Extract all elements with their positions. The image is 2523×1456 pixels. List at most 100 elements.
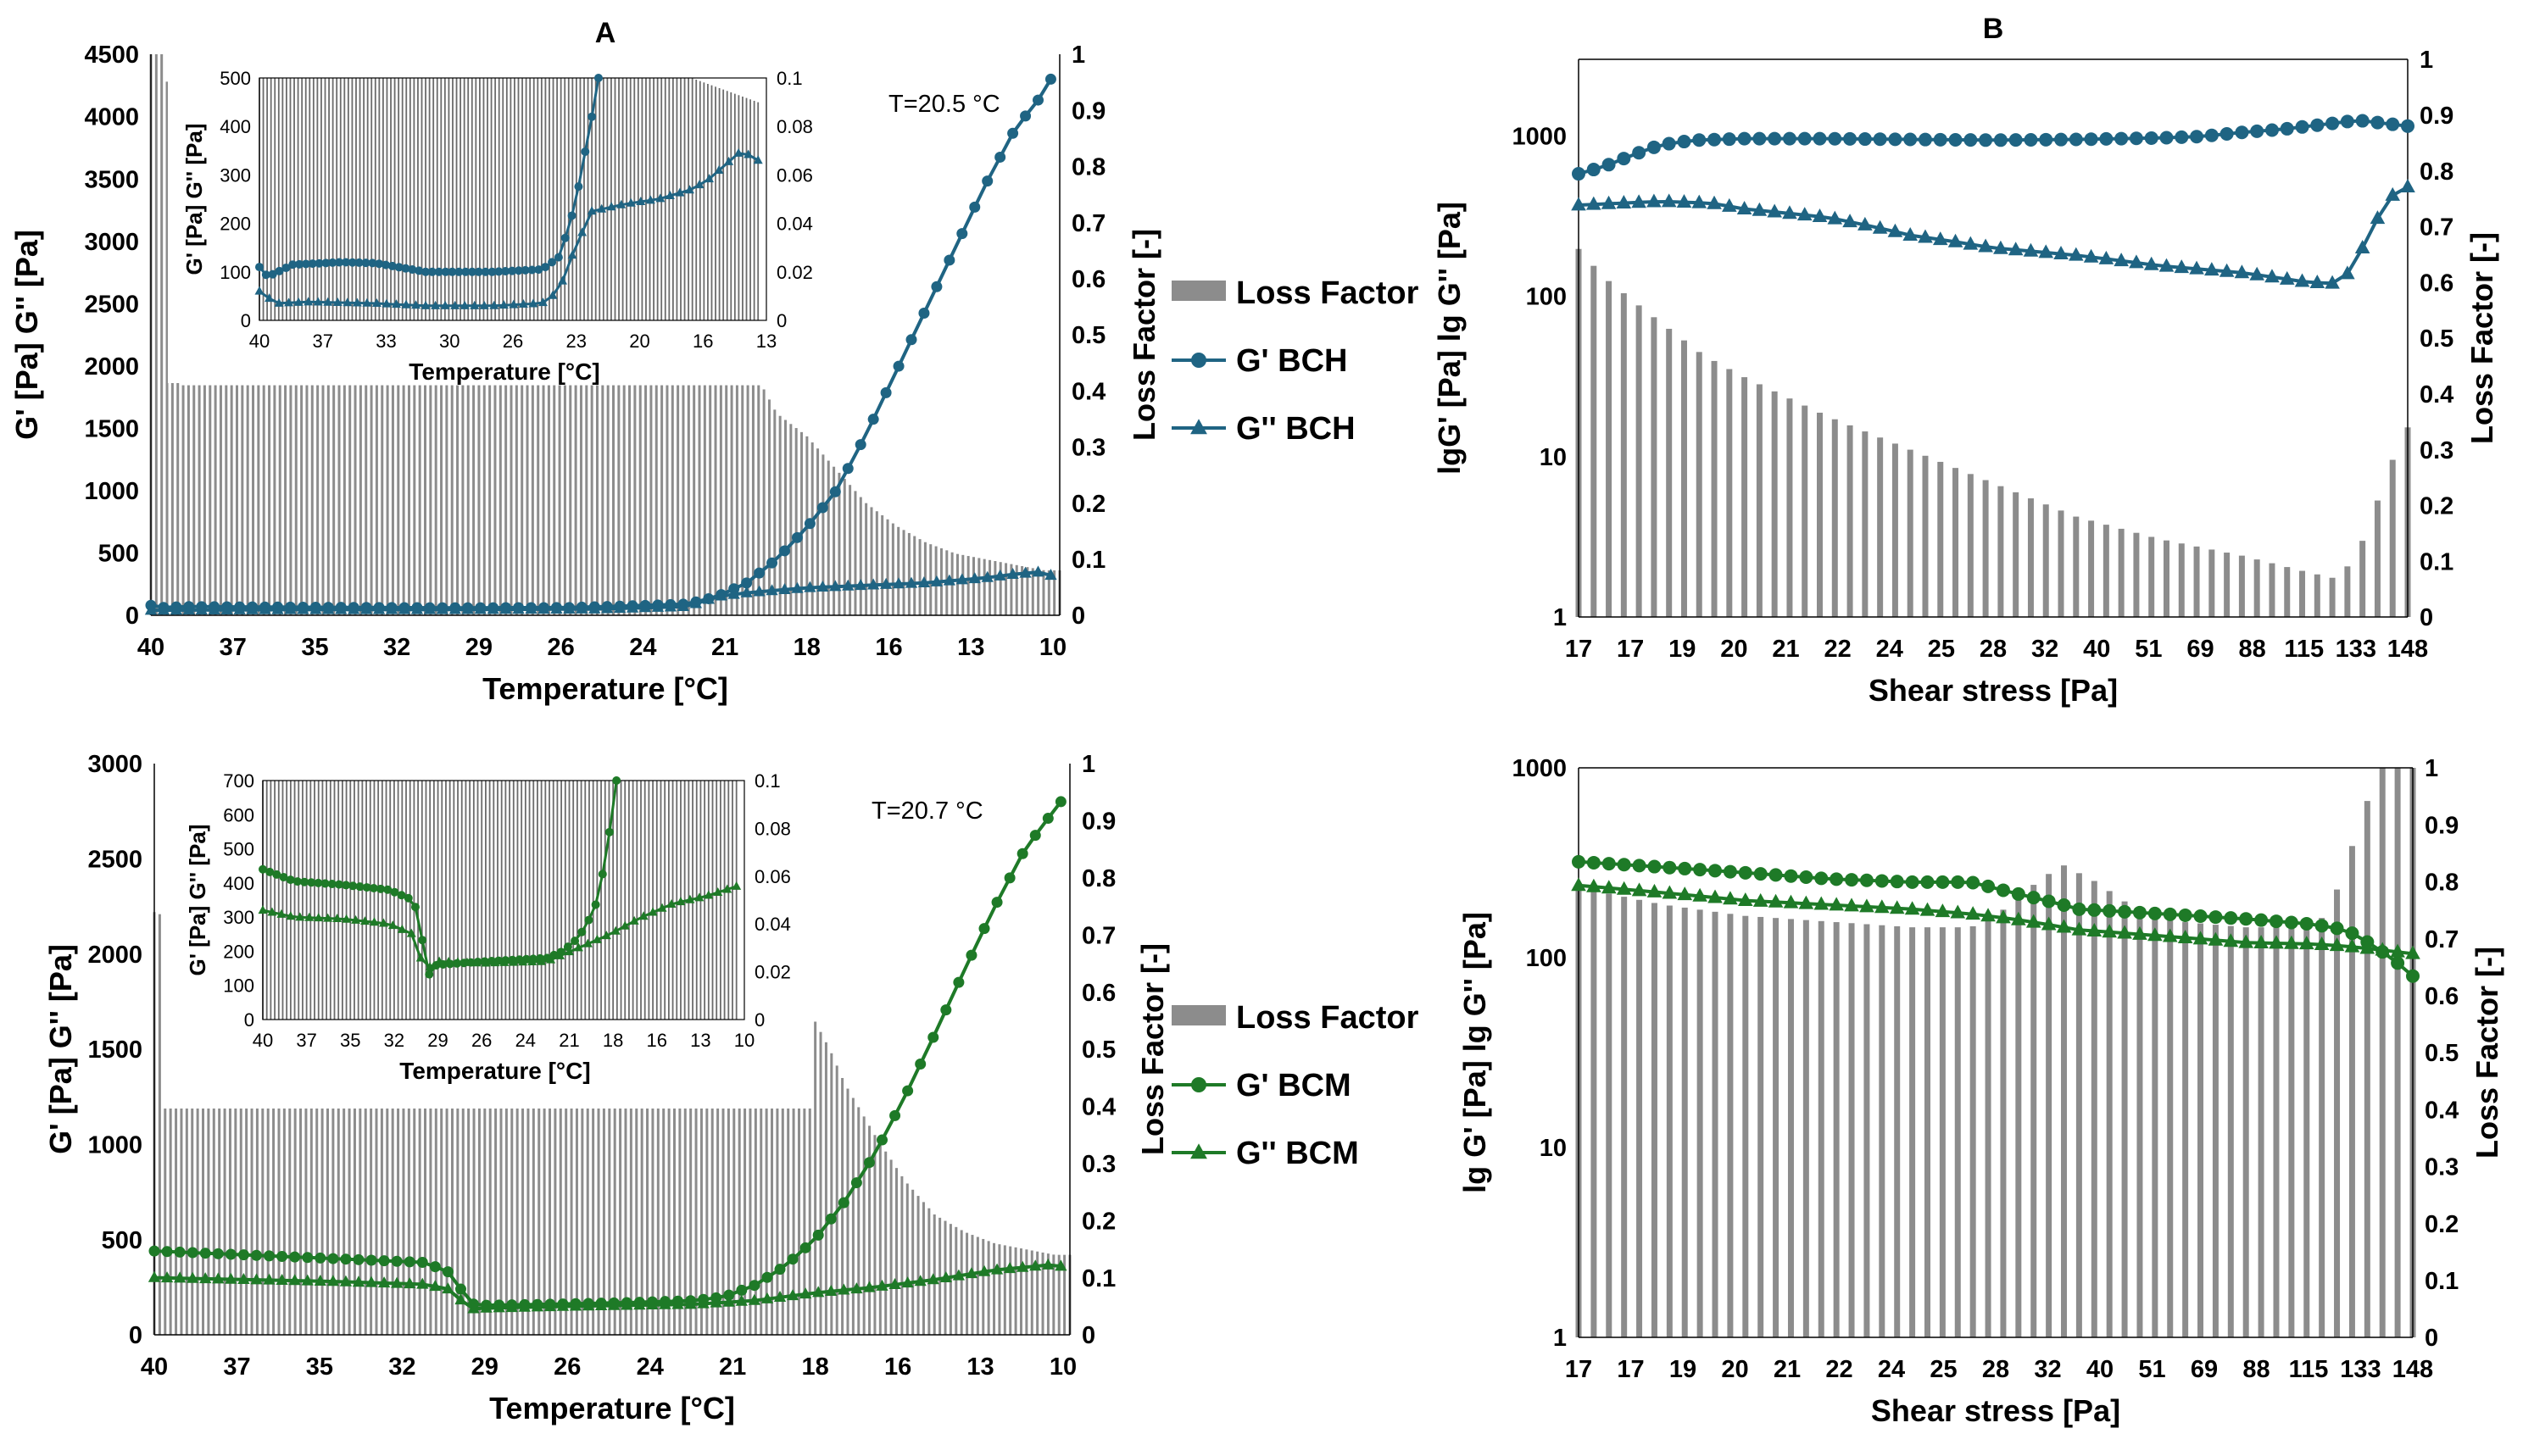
inset-loss-factor-bar [540,781,543,1020]
x-tick-label: 20 [1720,636,1747,663]
data-point [614,602,627,614]
inset-loss-factor-bar [270,78,272,320]
data-point [855,579,867,591]
loss-factor-bar [1969,925,1976,1337]
data-point [1601,880,1617,894]
data-point [322,603,335,614]
loss-factor-bar [424,385,427,615]
data-point [2325,275,2340,289]
data-point [1768,893,1784,908]
inset-x-tick-label: 29 [427,1030,448,1051]
loss-factor-bar [751,385,755,615]
data-point [2098,250,2114,264]
data-point [2008,133,2023,147]
inset-loss-factor-bar [265,781,268,1020]
loss-factor-bar [1031,568,1034,615]
data-point [1586,855,1601,870]
data-point [250,1273,263,1285]
data-point [340,1253,352,1265]
loss-factor-bar [902,530,905,615]
y2-tick-label: 0.4 [1072,378,1106,405]
y2-tick-label: 0.2 [2425,1211,2459,1238]
loss-factor-bar [709,385,712,615]
data-point [225,1248,237,1260]
inset-data-point [361,258,370,268]
loss-factor-bar [810,442,814,615]
inset-data-point [604,827,614,836]
series-g-double-prime [1571,179,2415,289]
inset-y-tick-label: 600 [223,804,254,825]
data-point [880,386,892,398]
loss-factor-bar [624,1106,627,1335]
loss-factor-bar [542,385,545,615]
data-point [385,603,398,614]
data-point [2008,242,2024,256]
loss-factor-bar [1590,265,1597,617]
inset-loss-factor-bar [345,781,348,1020]
data-point [1033,94,1044,106]
y-tick-label: 1000 [84,478,139,505]
inset-loss-factor-bar [735,781,738,1020]
y-tick-label: 2500 [87,846,142,873]
loss-factor-bar [875,511,878,615]
y2-tick-label: 0.3 [2425,1154,2459,1181]
data-point [174,1246,186,1258]
loss-factor-bar [2394,768,2401,1337]
x-tick-label: 32 [388,1353,415,1381]
data-point [550,603,563,614]
x-tick-label: 20 [1721,1356,1748,1383]
inset-loss-factor-bar [277,781,280,1020]
inset-loss-factor-bar [317,781,320,1020]
loss-factor-bar [1818,920,1824,1337]
x-tick-label: 37 [220,634,247,661]
inset-y2-tick-label: 0.04 [777,214,813,235]
data-point [1842,214,1857,228]
inset-data-point [704,890,714,899]
x-tick-label: 51 [2138,1356,2165,1383]
inset-data-point [314,878,323,887]
inset-loss-factor-bar [564,781,566,1020]
loss-factor-bar [180,1069,183,1335]
data-point [1993,133,2008,147]
data-point [1798,895,1814,909]
inset-data-point [684,185,694,194]
inset-loss-factor-bar [274,78,276,320]
y-axis-title: G' [Pa] G'' [Pa] [43,944,78,1154]
data-point [799,1287,812,1299]
inset-data-point [342,914,352,923]
inset-data-point [501,267,510,276]
inset-x-tick-label: 16 [693,331,713,352]
inset-data-point [420,300,431,309]
loss-factor-bar [972,557,976,615]
loss-factor-bar [1606,893,1612,1337]
x-tick-label: 19 [1668,636,1696,663]
data-point [2147,927,2163,942]
x-tick-label: 17 [1565,1356,1592,1383]
inset-loss-factor-bar [485,781,487,1020]
inset-y2-tick-label: 0.02 [777,262,813,283]
loss-factor-bar [677,385,680,615]
data-point [955,573,968,585]
loss-factor-bar [488,385,492,615]
inset-loss-factor-bar [493,781,495,1020]
loss-factor-bar [878,1142,882,1335]
inset-y-tick-label: 400 [220,116,251,137]
loss-factor-bar [922,1202,925,1335]
loss-factor-bar [971,1235,974,1335]
data-point [736,1284,748,1296]
data-point [569,1299,582,1311]
data-point [2391,956,2405,970]
inset-data-point [371,298,382,308]
loss-factor-bar [1924,927,1930,1337]
data-point [2192,931,2208,945]
data-point [1707,132,1722,147]
loss-factor-bar [873,1135,877,1335]
data-point [309,603,322,614]
loss-factor-bar [494,1106,498,1335]
loss-factor-bar [683,1106,687,1335]
inset-data-point [265,293,275,303]
data-point [2057,898,2071,913]
loss-factor-bar [827,460,830,615]
loss-factor-bar [467,1106,471,1335]
loss-factor-bar [2212,925,2219,1337]
